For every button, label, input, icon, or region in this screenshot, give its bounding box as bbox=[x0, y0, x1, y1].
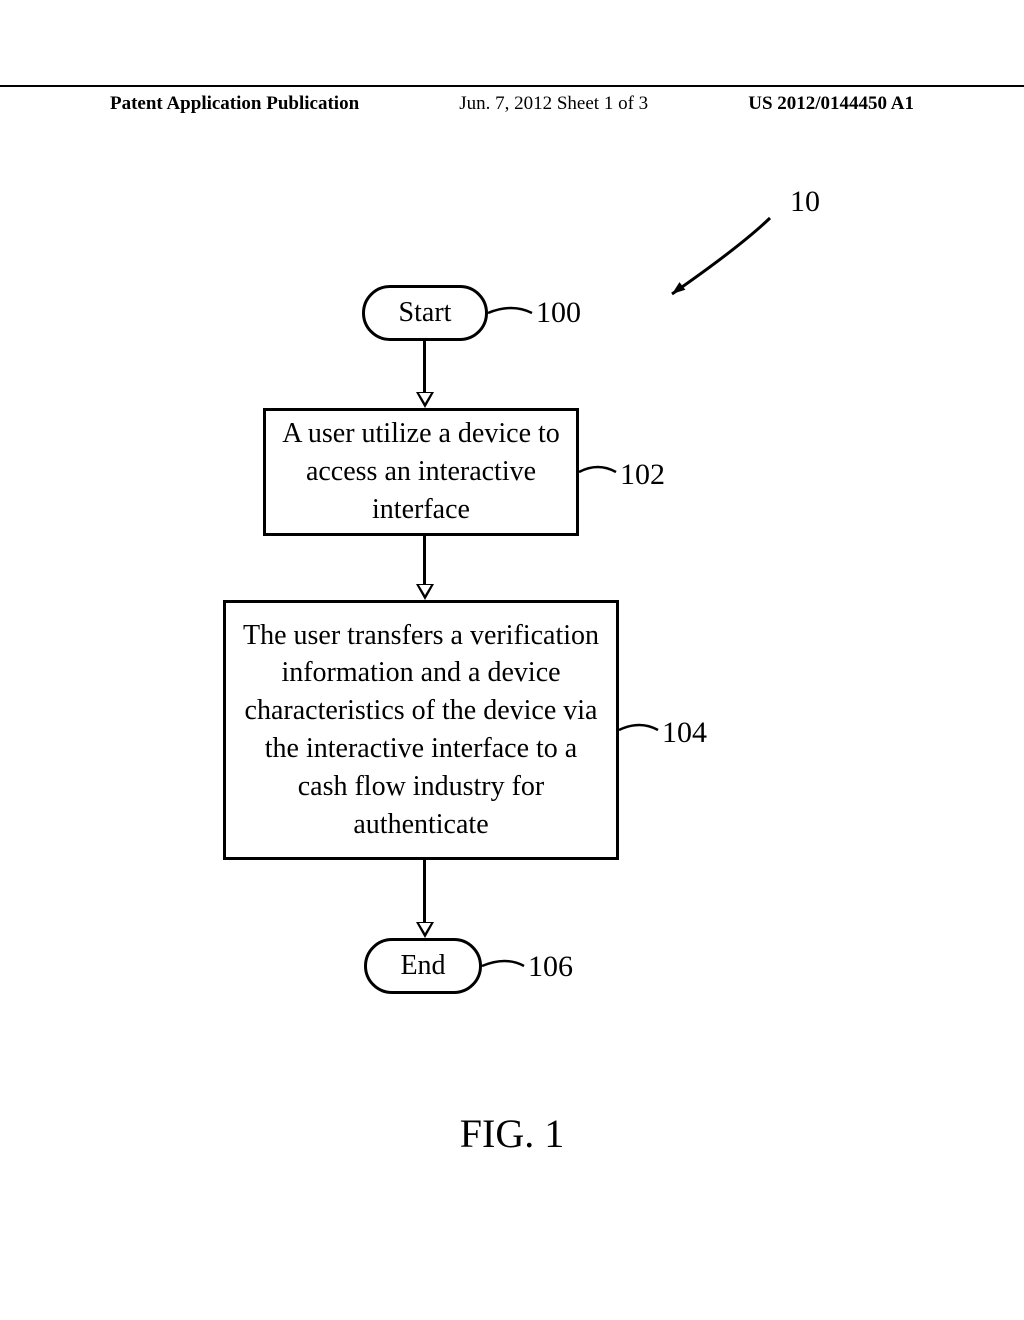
header-right: US 2012/0144450 A1 bbox=[748, 93, 914, 115]
leader-line bbox=[579, 467, 616, 472]
edge-step2-end bbox=[423, 860, 426, 924]
edge-start-step1 bbox=[423, 341, 426, 394]
edge-step1-step2 bbox=[423, 536, 426, 586]
node-label-step1: 102 bbox=[620, 458, 665, 492]
flowchart-node-start: Start bbox=[362, 285, 488, 341]
figure-label: FIG. 1 bbox=[0, 1110, 1024, 1157]
header-center: Jun. 7, 2012 Sheet 1 of 3 bbox=[459, 93, 648, 115]
flowchart-diagram: Start 100 A user utilize a device to acces… bbox=[0, 170, 1024, 1070]
page-header: Patent Application Publication Jun. 7, 2… bbox=[0, 85, 1024, 115]
node-label-start: 100 bbox=[536, 296, 581, 330]
flowchart-node-step2: The user transfers a verification inform… bbox=[223, 600, 619, 860]
header-row: Patent Application Publication Jun. 7, 2… bbox=[0, 93, 1024, 115]
header-left: Patent Application Publication bbox=[110, 93, 359, 115]
leader-line bbox=[619, 725, 658, 730]
overall-label: 10 bbox=[790, 185, 820, 219]
leader-line bbox=[482, 961, 524, 966]
node-label-end: 106 bbox=[528, 950, 573, 984]
node-label-step2: 104 bbox=[662, 716, 707, 750]
arrowhead-step1-step2 bbox=[416, 584, 434, 600]
leader-line bbox=[488, 308, 532, 313]
flowchart-node-end: End bbox=[364, 938, 482, 994]
overall-pointer-line bbox=[672, 218, 770, 294]
arrowhead-step2-end bbox=[416, 922, 434, 938]
overall-pointer-arrowhead bbox=[672, 282, 685, 294]
flowchart-node-step1: A user utilize a device to access an int… bbox=[263, 408, 579, 536]
arrowhead-start-step1 bbox=[416, 392, 434, 408]
